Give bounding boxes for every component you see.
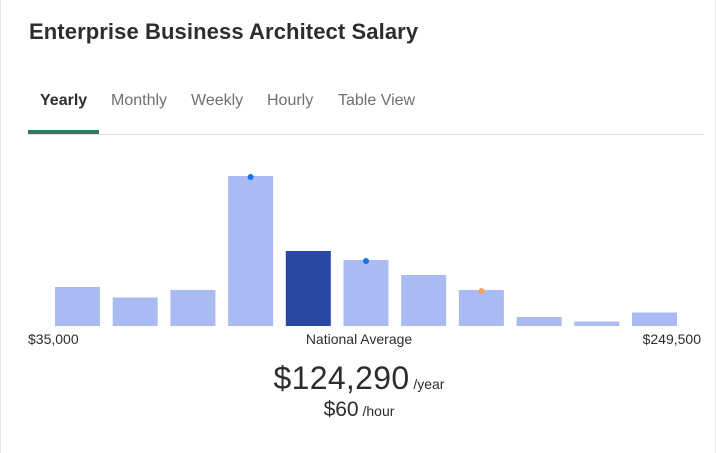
axis-center-label: National Average — [305, 331, 413, 347]
yearly-unit: /year — [413, 376, 445, 392]
yearly-salary: $124,290 /year — [1, 360, 716, 397]
axis-max-label: $249,500 — [642, 331, 701, 347]
period-tabs: Yearly Monthly Weekly Hourly Table View — [28, 82, 704, 135]
histogram-bar[interactable] — [343, 260, 389, 326]
tab-weekly[interactable]: Weekly — [191, 92, 244, 109]
histogram-bar[interactable] — [112, 297, 158, 327]
hourly-unit: /hour — [362, 403, 395, 419]
page-title: Enterprise Business Architect Salary — [29, 19, 419, 44]
bar-marker-dot — [363, 258, 369, 264]
tab-hourly[interactable]: Hourly — [267, 92, 314, 109]
histogram-bar[interactable] — [632, 312, 677, 327]
histogram-bar[interactable] — [574, 321, 620, 327]
salary-distribution-chart — [55, 174, 677, 327]
histogram-bar[interactable] — [458, 290, 504, 326]
tab-monthly[interactable]: Monthly — [111, 92, 168, 109]
histogram-bar[interactable] — [55, 287, 100, 326]
axis-min-label: $35,000 — [28, 331, 79, 347]
bar-marker-dot — [247, 174, 254, 180]
yearly-amount: $124,290 — [273, 360, 410, 396]
histogram-bar[interactable] — [285, 251, 331, 326]
bar-marker-dot — [478, 288, 485, 294]
hourly-salary: $60 /hour — [1, 398, 716, 422]
active-tab-indicator — [28, 130, 99, 134]
tab-table-view[interactable]: Table View — [338, 92, 416, 109]
histogram-bar[interactable] — [228, 176, 274, 326]
hourly-amount: $60 — [323, 398, 359, 421]
tab-yearly[interactable]: Yearly — [40, 92, 88, 109]
histogram-bar[interactable] — [401, 275, 447, 326]
histogram-bar[interactable] — [170, 290, 216, 326]
histogram-bar[interactable] — [516, 317, 562, 326]
